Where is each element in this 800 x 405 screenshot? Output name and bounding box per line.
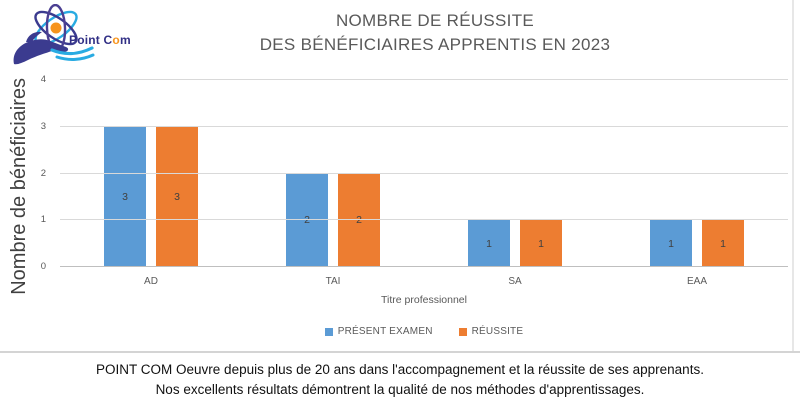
logo-letter-c: C (103, 33, 113, 47)
bar: 1 (468, 220, 510, 267)
footer-caption: POINT COM Oeuvre depuis plus de 20 ans d… (0, 360, 800, 400)
bar: 3 (156, 126, 198, 267)
y-tick-label: 4 (40, 74, 46, 85)
logo-wordmark: Point Com (69, 33, 131, 47)
bar-value-label: 2 (304, 214, 310, 227)
chart-title: NOMBRE DE RÉUSSITE DES BÉNÉFICIAIRES APP… (70, 9, 800, 57)
y-tick-label: 1 (40, 214, 46, 226)
bar-value-label: 2 (356, 214, 362, 227)
legend-label: PRÉSENT EXAMEN (337, 326, 433, 337)
bar-value-label: 1 (668, 237, 674, 250)
y-axis-ticks: 0 1 2 3 4 (28, 74, 46, 272)
gridline (60, 172, 788, 174)
legend-label: RÉUSSITE (471, 326, 524, 337)
bar-value-label: 3 (174, 190, 180, 203)
logo-letter-o: o (112, 33, 120, 47)
bar-value-label: 1 (486, 237, 492, 250)
chart-title-line2: DES BÉNÉFICIAIRES APPRENTIS EN 2023 (259, 35, 611, 54)
y-tick-label: 0 (40, 261, 46, 272)
chart-title-line1: NOMBRE DE RÉUSSITE (335, 11, 535, 30)
legend-item: RÉUSSITE (458, 326, 524, 337)
logo-graphic (13, 4, 95, 65)
category-labels: AD TAI SA EAA (60, 276, 788, 287)
bar-value-label: 3 (122, 190, 128, 203)
gridline (60, 79, 788, 80)
chart-frame-right-border (792, 0, 794, 352)
logo-pointcom: Point Com (12, 4, 132, 68)
bar-value-label: 1 (720, 237, 726, 250)
y-tick-label: 2 (40, 167, 46, 179)
gridline (60, 266, 788, 267)
legend-swatch (458, 327, 467, 336)
bar: 2 (338, 173, 380, 267)
logo-letter-m: m (119, 33, 131, 47)
logo-word-com: Com (104, 33, 131, 47)
bar: 1 (650, 220, 692, 267)
hand-icon (13, 31, 95, 65)
y-tick-label: 3 (40, 120, 46, 132)
bar: 1 (702, 220, 744, 267)
legend-swatch (324, 327, 333, 336)
horizontal-divider (0, 351, 800, 353)
category-label: TAI (325, 276, 341, 287)
category-label: AD (144, 276, 158, 287)
footer-line1: POINT COM Oeuvre depuis plus de 20 ans d… (96, 362, 704, 377)
category-label: EAA (686, 276, 707, 287)
bar: 2 (286, 173, 328, 267)
x-axis-title: Titre professionnel (381, 294, 467, 306)
legend: PRÉSENT EXAMEN RÉUSSITE (60, 326, 788, 337)
gridline (60, 219, 788, 221)
category-label: SA (508, 276, 522, 287)
gridline (60, 125, 788, 127)
bar-value-label: 1 (538, 237, 544, 250)
logo-word-point: Point (69, 33, 100, 47)
bar: 3 (104, 126, 146, 267)
footer-line2: Nos excellents résultats démontrent la q… (155, 382, 645, 397)
legend-item: PRÉSENT EXAMEN (324, 326, 433, 337)
bar: 1 (520, 220, 562, 267)
